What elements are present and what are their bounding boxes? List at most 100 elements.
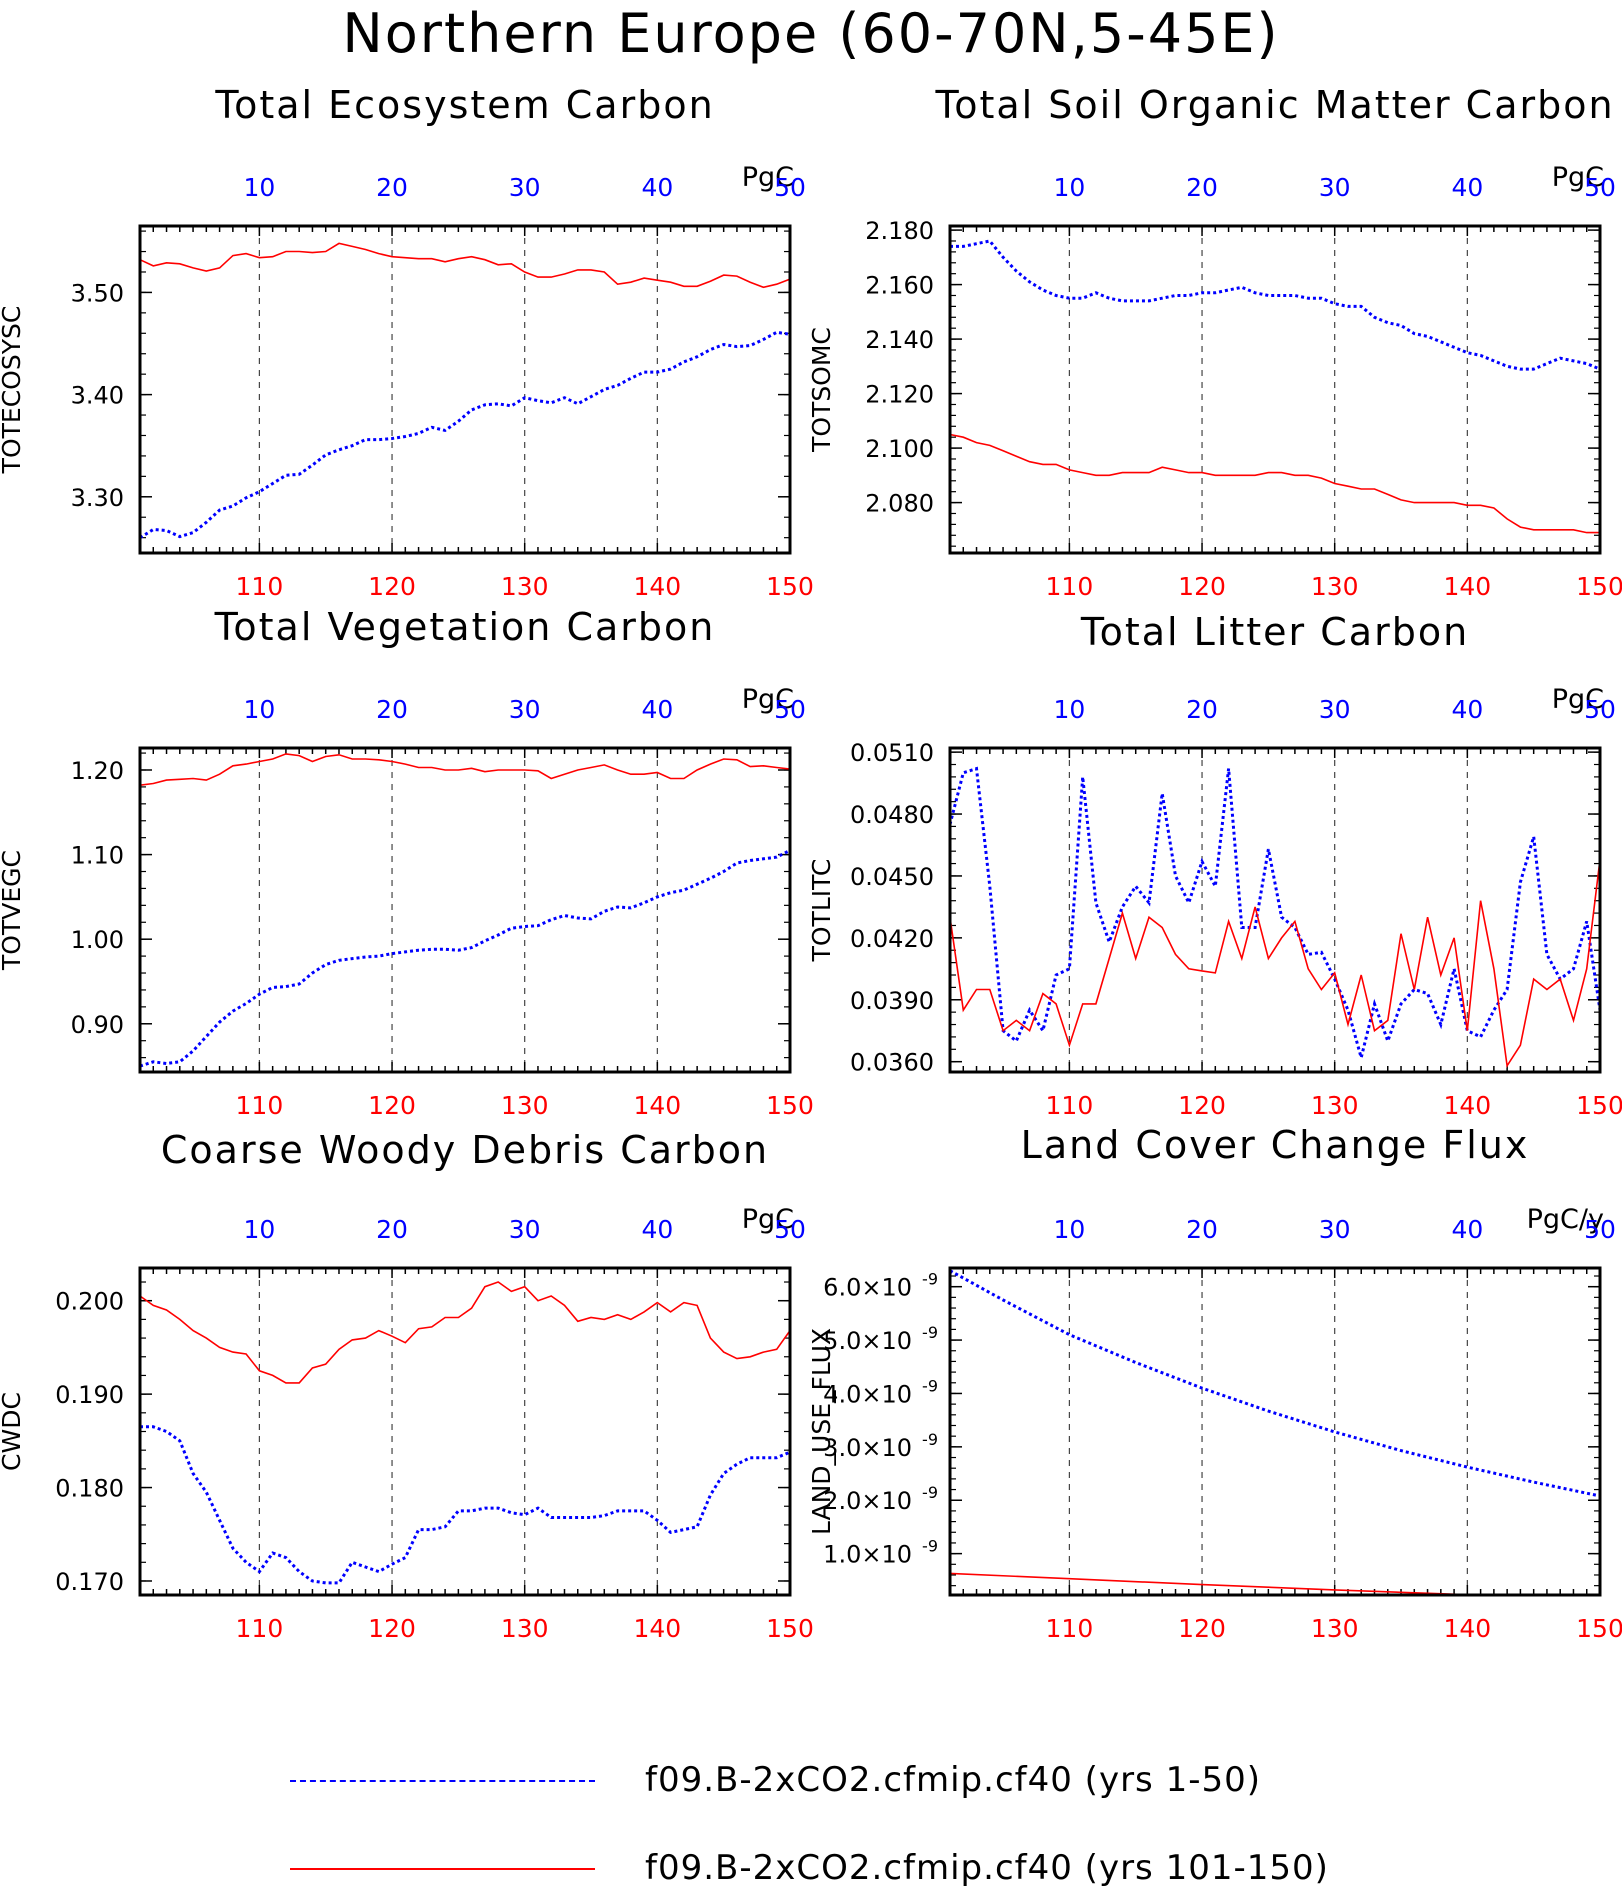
units-label: PgC: [742, 684, 794, 715]
page-title: Northern Europe (60-70N,5-45E): [342, 2, 1280, 65]
x-tick-label-top: 50: [1584, 173, 1616, 202]
x-tick-label-top: 50: [774, 173, 806, 202]
x-tick-label-top: 10: [1053, 173, 1085, 202]
x-tick-label-bottom: 140: [1443, 1614, 1491, 1643]
y-axis-label: TOTLITC: [807, 859, 836, 963]
chart-title: Land Cover Change Flux: [1021, 1123, 1530, 1167]
y-tick-label: 2.160: [865, 272, 934, 300]
x-tick-label-bottom: 120: [368, 1614, 416, 1643]
y-tick-label: 4.0×10: [823, 1380, 912, 1408]
series-line-yrs-1-50: [139, 330, 791, 539]
x-tick-label-bottom: 140: [1443, 1091, 1491, 1120]
chart-title: Total Ecosystem Carbon: [214, 83, 714, 127]
legend-label-a: f09.B-2xCO2.cfmip.cf40 (yrs 1-50): [645, 1760, 1261, 1800]
x-tick-label-top: 30: [1319, 1215, 1351, 1244]
y-tick-label: 1.10: [71, 842, 124, 870]
chart-panel-6: Land Cover Change Flux PgC/y 1.0×10 -9 2.0×1…: [807, 1123, 1622, 1643]
y-tick-label: 6.0×10: [823, 1274, 912, 1302]
chart-title: Total Soil Organic Matter Carbon: [934, 83, 1614, 127]
series-line-yrs-1-50: [139, 849, 791, 1068]
y-tick-label: 3.40: [71, 382, 124, 410]
x-tick-label-top: 50: [1584, 1215, 1616, 1244]
x-tick-label-top: 20: [376, 695, 408, 724]
x-tick-label-bottom: 120: [1178, 1614, 1226, 1643]
x-tick-label-top: 50: [1584, 695, 1616, 724]
chart-title: Total Litter Carbon: [1080, 610, 1469, 654]
x-tick-label-top: 40: [641, 173, 673, 202]
x-tick-label-top: 20: [1186, 173, 1218, 202]
y-tick-exponent: -9: [922, 1270, 938, 1289]
units-label: PgC: [1552, 162, 1604, 193]
x-tick-label-top: 30: [509, 1215, 541, 1244]
x-tick-label-bottom: 150: [1576, 1091, 1622, 1120]
series-line-yrs-101-150: [139, 1281, 791, 1384]
x-tick-label-top: 40: [1451, 695, 1483, 724]
y-tick-exponent: -9: [922, 1376, 938, 1395]
units-label: PgC/y: [1527, 1204, 1604, 1235]
x-tick-label-top: 10: [1053, 1215, 1085, 1244]
plot-frame: [948, 1266, 1602, 1597]
y-tick-label: 3.0×10: [823, 1434, 912, 1462]
chart-panel-2: Total Soil Organic Matter Carbon PgC 2.080…: [807, 83, 1622, 601]
y-tick-label: 0.0480: [850, 801, 934, 829]
x-tick-label-bottom: 140: [633, 1091, 681, 1120]
x-tick-label-bottom: 130: [1311, 1614, 1359, 1643]
legend-label-b: f09.B-2xCO2.cfmip.cf40 (yrs 101-150): [645, 1848, 1329, 1888]
x-tick-label-top: 50: [774, 695, 806, 724]
x-tick-label-top: 40: [641, 1215, 673, 1244]
x-tick-label-bottom: 150: [1576, 572, 1622, 601]
x-tick-label-bottom: 120: [1178, 1091, 1226, 1120]
y-tick-label: 0.0360: [850, 1049, 934, 1077]
y-tick-label: 2.0×10: [823, 1487, 912, 1515]
units-label: PgC: [742, 162, 794, 193]
chart-panel-4: Total Litter Carbon PgC 0.0360 0.0390 0.0420…: [807, 610, 1622, 1120]
y-tick-label: 3.50: [71, 279, 124, 307]
x-tick-label-top: 10: [243, 695, 275, 724]
x-tick-label-top: 40: [1451, 173, 1483, 202]
x-tick-label-bottom: 140: [633, 1614, 681, 1643]
x-tick-label-bottom: 110: [1046, 1614, 1094, 1643]
x-tick-label-bottom: 150: [766, 1091, 814, 1120]
x-tick-label-top: 20: [376, 1215, 408, 1244]
y-tick-label: 0.180: [55, 1475, 124, 1503]
x-tick-label-bottom: 110: [236, 1091, 284, 1120]
series-line-yrs-1-50: [948, 766, 1602, 1064]
x-tick-label-top: 40: [1451, 1215, 1483, 1244]
y-axis-label: LAND_USE_FLUX: [807, 1328, 836, 1535]
x-tick-label-bottom: 120: [1178, 572, 1226, 601]
plot-frame: [948, 224, 1602, 555]
y-tick-label: 2.080: [865, 490, 934, 518]
x-tick-label-top: 50: [774, 1215, 806, 1244]
series-line-yrs-101-150: [949, 859, 1601, 1069]
x-tick-label-bottom: 130: [501, 572, 549, 601]
chart-panel-5: Coarse Woody Debris Carbon PgC 0.170 0.180 0…: [0, 1128, 814, 1643]
y-axis-label: TOTVEGC: [0, 850, 26, 971]
y-tick-label: 3.30: [71, 484, 124, 512]
series-line-yrs-101-150: [139, 753, 791, 786]
x-tick-label-top: 30: [509, 695, 541, 724]
x-tick-label-top: 10: [243, 1215, 275, 1244]
x-tick-label-bottom: 130: [1311, 572, 1359, 601]
chart-panel-1: Total Ecosystem Carbon PgC 3.30 3.40 3.50 110…: [0, 83, 814, 601]
x-tick-label-top: 30: [509, 173, 541, 202]
x-tick-label-bottom: 110: [236, 572, 284, 601]
y-tick-exponent: -9: [922, 1323, 938, 1342]
y-tick-label: 2.100: [865, 435, 934, 463]
y-tick-label: 1.00: [71, 926, 124, 954]
x-tick-label-top: 30: [1319, 695, 1351, 724]
y-tick-label: 0.170: [55, 1568, 124, 1596]
series-line-yrs-101-150: [139, 242, 791, 289]
series-line-yrs-1-50: [140, 1425, 791, 1585]
series-line-yrs-1-50: [950, 239, 1601, 371]
legend-swatch-a: [290, 1780, 595, 1782]
y-tick-label: 0.0390: [850, 987, 934, 1015]
chart-title: Coarse Woody Debris Carbon: [161, 1128, 769, 1172]
series-line-yrs-101-150: [949, 433, 1600, 534]
x-tick-label-top: 20: [1186, 1215, 1218, 1244]
y-tick-label: 0.0510: [850, 739, 934, 767]
chart-panel-3: Total Vegetation Carbon PgC 0.90 1.00 1.10 1.…: [0, 605, 814, 1120]
y-tick-label: 2.120: [865, 381, 934, 409]
x-tick-label-top: 10: [243, 173, 275, 202]
units-label: PgC: [1552, 684, 1604, 715]
x-tick-label-bottom: 130: [501, 1614, 549, 1643]
